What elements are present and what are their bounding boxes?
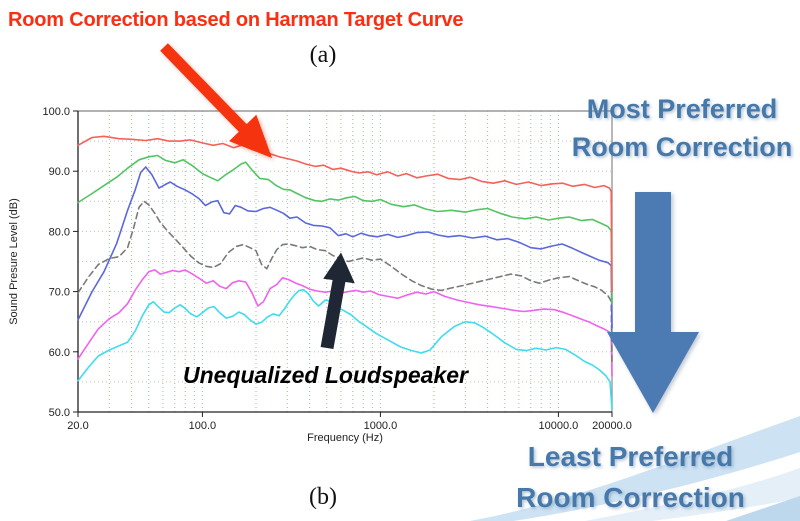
series-unequalized-loudspeaker [77,200,613,365]
subfigure-label-b: (b) [309,484,337,510]
x-tick-label: 100.0 [189,420,217,432]
series-room-correction-3 [77,166,613,329]
y-axis-title: Sound Presure Level (dB) [8,198,20,325]
subfigure-label-a: (a) [309,42,337,68]
y-tick-label: 70.0 [49,287,70,299]
y-tick-label: 100.0 [42,106,70,118]
y-tick-label: 80.0 [49,226,70,238]
y-tick-label: 60.0 [49,347,70,359]
least-preferred-line2: Room Correction [516,482,745,513]
y-tick-label: 50.0 [49,407,70,419]
series-room-correction-most-preferred [77,135,613,293]
x-tick-label: 10000.0 [539,420,579,432]
chart-series [77,135,613,410]
x-tick-label: 20.0 [67,420,88,432]
red-arrow-to-harman-curve [160,43,272,159]
unequalized-loudspeaker-label: Unequalized Loudspeaker [183,362,469,388]
black-arrow-to-unequalized-curve [320,252,355,349]
most-preferred-line1: Most Preferred [586,94,778,124]
swoosh-corner-wedge [726,496,800,521]
series-room-correction-2 [77,154,613,305]
most-preferred-line2: Room Correction [571,132,793,162]
series-room-correction-least-preferred [77,288,613,410]
least-preferred-line1: Least Preferred [527,441,734,472]
x-tick-label: 1000.0 [364,420,398,432]
blue-preference-down-arrow [607,192,699,413]
red-annotation-title: Room Correction based on Harman Target C… [8,9,464,31]
x-axis-title: Frequency (Hz) [307,432,383,444]
swoosh-band-main [470,416,800,521]
series-room-correction-4 [77,269,613,377]
x-tick-label: 20000.0 [592,420,632,432]
most-preferred-label: Most Preferred Room Correction [562,90,800,166]
chart-grid [78,111,612,412]
swoosh-band-light [585,468,800,521]
chart-axis-labels: 20.0 100.0 1000.0 10000.0 20000.0 50.0 60.0 70.… [8,106,632,444]
y-tick-label: 90.0 [49,166,70,178]
least-preferred-label: Least Preferred Room Correction [503,436,758,518]
